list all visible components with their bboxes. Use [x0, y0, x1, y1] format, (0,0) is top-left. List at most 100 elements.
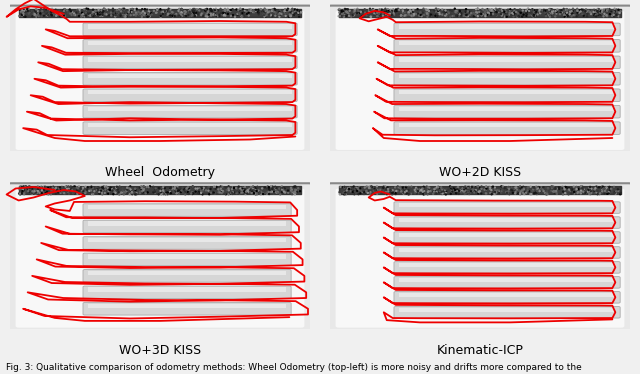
Point — [112, 10, 122, 16]
Point — [575, 7, 585, 13]
Point — [349, 191, 360, 197]
Point — [257, 186, 268, 191]
Point — [185, 186, 195, 192]
Point — [165, 186, 175, 191]
Point — [291, 184, 301, 190]
Point — [227, 191, 237, 197]
Point — [115, 11, 125, 17]
Point — [237, 13, 247, 19]
Point — [547, 184, 557, 190]
Point — [51, 188, 61, 194]
Point — [31, 10, 41, 16]
Point — [542, 188, 552, 194]
Point — [418, 186, 428, 191]
Point — [341, 187, 351, 193]
Point — [369, 9, 379, 15]
Point — [47, 6, 57, 12]
Point — [481, 184, 491, 190]
Point — [454, 7, 465, 13]
Point — [591, 190, 602, 196]
Point — [40, 184, 50, 190]
Point — [413, 190, 423, 196]
Point — [602, 185, 612, 191]
Point — [55, 187, 65, 193]
Point — [479, 10, 490, 16]
Point — [198, 10, 209, 16]
Point — [408, 7, 419, 13]
Point — [287, 187, 297, 193]
Point — [523, 6, 533, 12]
Point — [490, 191, 500, 197]
Point — [70, 186, 80, 192]
Point — [68, 190, 78, 196]
Point — [416, 190, 426, 196]
Point — [109, 186, 119, 191]
Point — [42, 7, 52, 13]
Point — [447, 8, 457, 14]
Point — [112, 184, 122, 190]
Point — [359, 189, 369, 195]
Point — [129, 7, 139, 13]
Point — [102, 13, 112, 19]
Point — [113, 189, 124, 195]
Point — [56, 13, 67, 19]
Point — [461, 9, 472, 15]
Text: WO+2D KISS: WO+2D KISS — [439, 166, 521, 180]
Point — [405, 7, 415, 13]
Point — [225, 8, 236, 14]
Point — [241, 191, 251, 197]
Point — [35, 186, 45, 191]
Point — [486, 10, 496, 16]
Point — [259, 190, 269, 196]
Point — [83, 184, 93, 190]
Point — [61, 186, 71, 192]
Bar — [399, 41, 615, 45]
Point — [563, 191, 573, 197]
Point — [42, 189, 52, 195]
Point — [341, 13, 351, 19]
Point — [428, 187, 438, 193]
Point — [351, 187, 362, 193]
Point — [289, 10, 300, 16]
Point — [545, 7, 555, 13]
Point — [367, 7, 378, 13]
Point — [15, 184, 25, 190]
Point — [112, 10, 122, 16]
Point — [504, 10, 515, 16]
Point — [444, 10, 454, 16]
Point — [404, 12, 414, 18]
Point — [557, 185, 567, 191]
Point — [211, 12, 221, 18]
Point — [19, 14, 29, 20]
Point — [158, 9, 168, 15]
Point — [204, 191, 214, 197]
Point — [364, 189, 374, 195]
Point — [408, 13, 419, 19]
Point — [584, 187, 594, 193]
Point — [184, 13, 195, 19]
Point — [602, 6, 612, 12]
Point — [94, 189, 104, 195]
Point — [547, 6, 557, 12]
Point — [188, 10, 198, 16]
Point — [515, 185, 525, 191]
Point — [528, 187, 538, 193]
Point — [163, 11, 173, 17]
Point — [401, 184, 411, 190]
Point — [55, 13, 65, 19]
Point — [249, 190, 259, 196]
Point — [30, 190, 40, 196]
Point — [104, 188, 114, 194]
Point — [93, 7, 104, 13]
Point — [147, 12, 157, 18]
Point — [127, 190, 138, 196]
Point — [504, 185, 515, 191]
Point — [563, 13, 573, 19]
Point — [138, 187, 148, 193]
Point — [163, 11, 173, 17]
Point — [88, 191, 99, 197]
Point — [80, 190, 90, 196]
Point — [245, 187, 255, 193]
Point — [88, 13, 99, 19]
Point — [127, 6, 138, 12]
